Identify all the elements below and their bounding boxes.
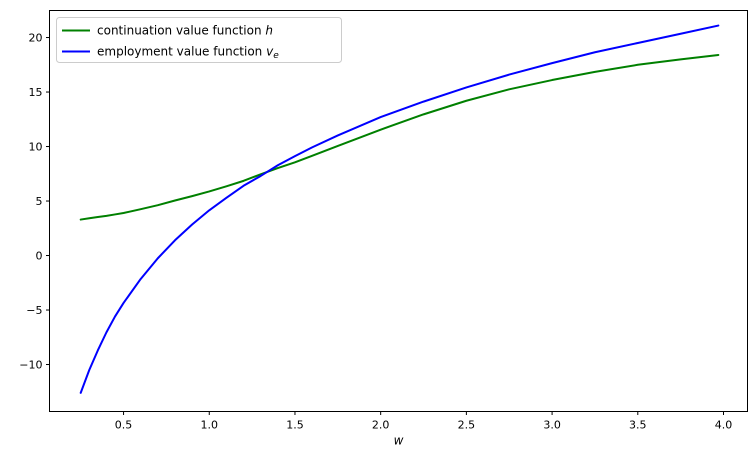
x-tick-label: 2.0 xyxy=(372,419,390,432)
x-tick-label: 2.5 xyxy=(458,419,476,432)
x-axis: 0.5 1.0 1.5 2.0 2.5 3.0 3.5 4.0 xyxy=(115,411,733,432)
x-tick-label: 3.5 xyxy=(629,419,647,432)
x-tick-label: 0.5 xyxy=(115,419,133,432)
legend-box xyxy=(56,17,342,63)
legend-label-continuation-value-function-h: continuation value function h xyxy=(97,24,273,38)
x-tick-label: 3.0 xyxy=(543,419,561,432)
y-tick-label: 20 xyxy=(29,31,43,44)
y-axis: −10 −5 0 5 10 15 20 xyxy=(19,31,50,371)
y-tick-label: 10 xyxy=(29,140,43,153)
legend-label-employment-value-function-ve: employment value function ve xyxy=(97,45,279,62)
y-tick-label: 15 xyxy=(29,86,43,99)
y-tick-label: −10 xyxy=(19,358,42,371)
y-tick-label: −5 xyxy=(26,304,42,317)
x-tick-label: 1.0 xyxy=(201,419,219,432)
x-tick-label: 4.0 xyxy=(715,419,733,432)
x-axis-label: w xyxy=(394,434,404,448)
x-tick-label: 1.5 xyxy=(286,419,304,432)
legend: continuation value function h employment … xyxy=(56,17,342,63)
y-tick-label: 0 xyxy=(36,249,43,262)
plot-area xyxy=(49,10,748,412)
series-line-employment-value-function-ve xyxy=(79,24,720,394)
series-line-continuation-value-function-h xyxy=(79,53,720,221)
y-tick-label: 5 xyxy=(36,195,43,208)
